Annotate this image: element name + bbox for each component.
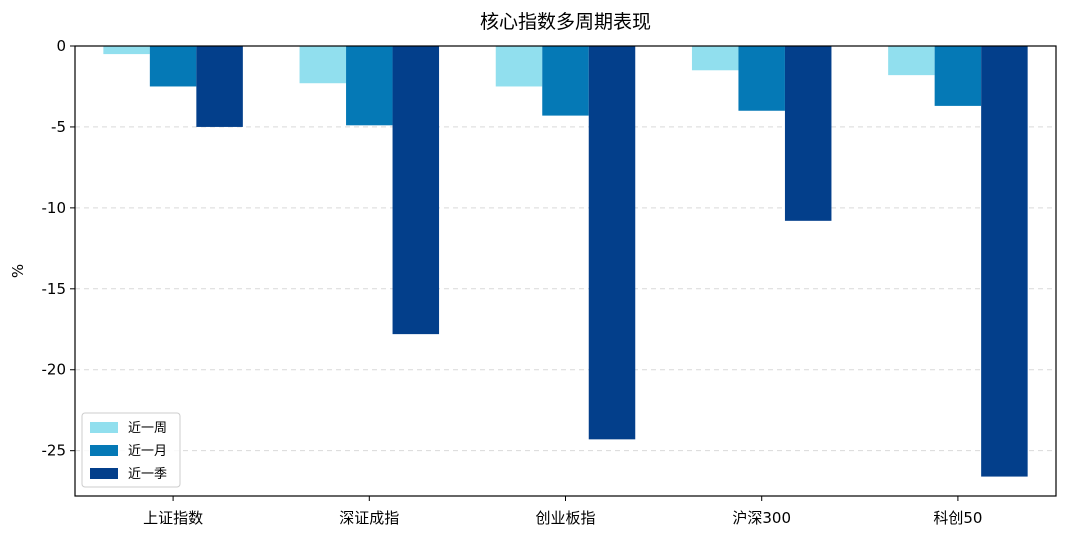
x-tick-label-3: 沪深300 [732,509,791,527]
bar-3-0 [691,46,739,71]
legend-swatch-0 [90,422,118,433]
y-tick-label-1: -5 [51,118,66,136]
bar-4-2 [981,46,1028,477]
bar-3-1 [738,46,785,111]
y-axis-label: % [9,264,27,278]
bar-0-2 [196,46,243,127]
x-tick-label-4: 科创50 [933,509,982,527]
bars [103,46,1028,477]
y-tick-label-5: -25 [42,442,67,460]
legend-swatch-2 [90,468,118,479]
y-tick-label-2: -10 [42,199,67,217]
bar-1-1 [346,46,393,126]
bar-4-0 [888,46,935,76]
legend-swatch-1 [90,445,118,456]
bar-4-1 [934,46,982,106]
bar-1-0 [299,46,347,84]
bar-2-1 [542,46,589,116]
bar-2-0 [495,46,543,87]
chart-title: 核心指数多周期表现 [480,11,651,33]
y-tick-label-3: -15 [42,280,67,298]
x-tick-label-2: 创业板指 [535,509,595,527]
y-axis-ticks: 0 -5 -10 -15 -20 -25 [42,37,75,460]
legend-label-1: 近一月 [128,444,167,459]
x-tick-label-0: 上证指数 [143,509,203,527]
bar-2-2 [588,46,636,440]
x-tick-label-1: 深证成指 [339,509,399,527]
x-axis-ticks: 上证指数 深证成指 创业板指 沪深300 科创50 [143,496,982,527]
legend-label-2: 近一季 [128,467,167,482]
bar-0-1 [149,46,197,87]
grid-lines [75,126,1056,452]
bar-3-2 [784,46,832,221]
y-tick-label-0: 0 [56,37,66,55]
bar-0-0 [103,46,150,55]
legend-label-0: 近一周 [128,421,167,436]
bar-1-2 [392,46,440,335]
y-tick-label-4: -20 [42,361,67,379]
